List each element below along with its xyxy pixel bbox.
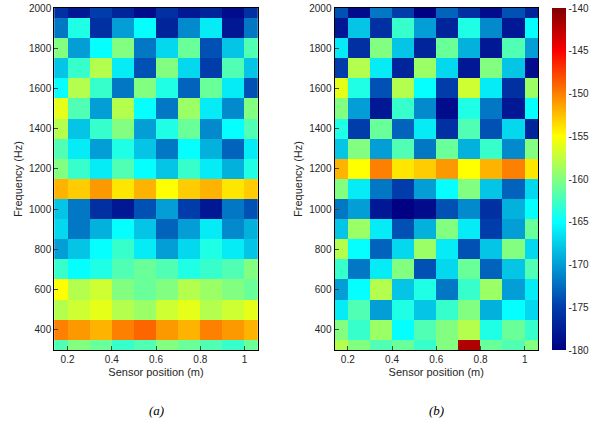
- svg-text:-180: -180: [569, 345, 589, 356]
- svg-text:1600: 1600: [309, 83, 332, 94]
- svg-text:-140: -140: [569, 3, 589, 14]
- svg-text:1800: 1800: [309, 43, 332, 54]
- svg-text:2000: 2000: [29, 3, 52, 14]
- svg-text:1400: 1400: [29, 123, 52, 134]
- svg-text:0.4: 0.4: [385, 354, 399, 365]
- svg-text:0.2: 0.2: [341, 354, 355, 365]
- svg-text:-170: -170: [569, 259, 589, 270]
- svg-text:0.8: 0.8: [474, 354, 488, 365]
- svg-text:1200: 1200: [29, 163, 52, 174]
- svg-text:800: 800: [35, 244, 52, 255]
- svg-text:1000: 1000: [29, 204, 52, 215]
- svg-text:Frequency (Hz): Frequency (Hz): [12, 141, 24, 217]
- svg-text:(a): (a): [149, 403, 164, 418]
- svg-text:1200: 1200: [309, 163, 332, 174]
- svg-text:2000: 2000: [309, 3, 332, 14]
- svg-text:1000: 1000: [309, 204, 332, 215]
- svg-text:1800: 1800: [29, 43, 52, 54]
- svg-text:0.6: 0.6: [429, 354, 443, 365]
- svg-text:-175: -175: [569, 302, 589, 313]
- svg-text:-155: -155: [569, 131, 589, 142]
- svg-text:600: 600: [315, 284, 332, 295]
- svg-text:1: 1: [522, 354, 528, 365]
- svg-text:1: 1: [242, 354, 248, 365]
- svg-text:Frequency (Hz): Frequency (Hz): [292, 141, 304, 217]
- svg-text:(b): (b): [429, 403, 444, 418]
- svg-text:-165: -165: [569, 216, 589, 227]
- svg-text:400: 400: [35, 324, 52, 335]
- svg-text:-150: -150: [569, 88, 589, 99]
- svg-text:0.8: 0.8: [193, 354, 207, 365]
- svg-text:1600: 1600: [29, 83, 52, 94]
- svg-text:-160: -160: [569, 174, 589, 185]
- svg-text:Sensor position (m): Sensor position (m): [108, 366, 203, 378]
- svg-text:0.4: 0.4: [105, 354, 119, 365]
- svg-text:0.6: 0.6: [149, 354, 163, 365]
- svg-text:1400: 1400: [309, 123, 332, 134]
- svg-text:Sensor position (m): Sensor position (m): [389, 366, 484, 378]
- svg-text:600: 600: [35, 284, 52, 295]
- svg-text:800: 800: [315, 244, 332, 255]
- svg-text:-145: -145: [569, 45, 589, 56]
- svg-text:0.2: 0.2: [61, 354, 75, 365]
- svg-text:400: 400: [315, 324, 332, 335]
